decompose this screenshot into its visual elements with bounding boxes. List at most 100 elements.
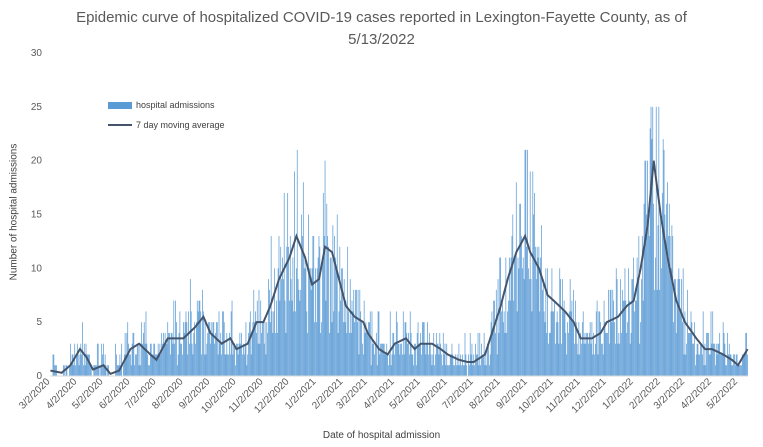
admission-bar bbox=[742, 354, 744, 376]
admission-bar bbox=[728, 354, 729, 376]
admission-bar bbox=[654, 289, 655, 376]
admission-bar bbox=[688, 332, 690, 376]
admission-bar bbox=[456, 354, 458, 376]
admission-bar bbox=[172, 343, 174, 376]
admission-bar bbox=[157, 343, 159, 376]
admission-bar bbox=[298, 289, 300, 376]
admission-bar bbox=[389, 354, 390, 376]
admission-bar bbox=[260, 300, 262, 376]
admission-bar bbox=[565, 332, 567, 376]
admission-bar bbox=[726, 365, 728, 376]
legend-label-average: 7 day moving average bbox=[136, 120, 225, 130]
admission-bar bbox=[143, 332, 144, 376]
admission-bar bbox=[734, 354, 735, 376]
admission-bar bbox=[133, 332, 135, 376]
admission-bar bbox=[309, 268, 311, 376]
admission-bar bbox=[725, 365, 727, 376]
admission-bar bbox=[94, 365, 96, 376]
admission-bar bbox=[648, 236, 650, 376]
admission-bar bbox=[624, 268, 626, 376]
admission-bar bbox=[391, 354, 393, 376]
admission-bar bbox=[447, 365, 448, 376]
y-tick-label: 5 bbox=[36, 317, 42, 328]
admission-bar bbox=[423, 322, 425, 376]
admission-bar bbox=[334, 236, 335, 376]
admission-bar bbox=[115, 343, 116, 376]
admission-bar bbox=[217, 354, 219, 376]
admission-bar bbox=[523, 279, 525, 376]
admission-bar bbox=[100, 365, 102, 376]
admission-bar bbox=[233, 343, 235, 376]
admission-bar bbox=[191, 343, 193, 376]
admission-bar bbox=[259, 343, 261, 376]
admission-bar bbox=[335, 257, 336, 376]
admission-bar bbox=[93, 365, 95, 376]
admission-bar bbox=[389, 311, 391, 376]
admission-bar bbox=[392, 332, 394, 376]
admission-bar bbox=[120, 365, 122, 376]
admission-bar bbox=[295, 268, 297, 376]
admission-bar bbox=[525, 149, 527, 376]
admission-bar bbox=[148, 365, 149, 376]
admission-bar bbox=[79, 354, 81, 376]
admission-bar bbox=[544, 322, 546, 376]
admission-bar bbox=[561, 279, 563, 376]
admission-bar bbox=[246, 365, 248, 376]
admission-bar bbox=[715, 343, 717, 376]
admission-bar bbox=[495, 332, 496, 376]
admission-bar bbox=[349, 279, 351, 376]
admission-bar bbox=[171, 332, 173, 376]
admission-bar bbox=[577, 354, 579, 376]
admission-bar bbox=[413, 365, 415, 376]
admission-bar bbox=[294, 171, 295, 376]
admission-bar bbox=[196, 300, 198, 376]
admission-bar bbox=[635, 300, 637, 376]
admission-bar bbox=[213, 322, 215, 376]
admission-bar bbox=[685, 354, 687, 376]
admission-bar bbox=[485, 354, 487, 376]
admission-bar bbox=[216, 322, 217, 376]
admission-bar bbox=[504, 332, 506, 376]
admission-bar bbox=[668, 203, 670, 376]
admission-bar bbox=[189, 343, 190, 376]
admission-bar bbox=[556, 311, 558, 376]
admission-bar bbox=[170, 332, 172, 376]
admission-bar bbox=[478, 365, 480, 376]
admission-bar bbox=[442, 332, 444, 376]
admission-bar bbox=[288, 246, 289, 376]
admission-bar bbox=[325, 300, 327, 376]
admission-bar bbox=[379, 354, 381, 376]
admission-bar bbox=[380, 343, 382, 376]
admission-bar bbox=[90, 365, 92, 376]
admission-bar bbox=[256, 300, 258, 376]
admission-bar bbox=[668, 236, 669, 376]
admission-bar bbox=[85, 343, 87, 376]
admission-bar bbox=[163, 332, 164, 376]
admission-bar bbox=[166, 343, 168, 376]
admission-bar bbox=[236, 343, 237, 376]
chart-title-line-2: 5/13/2022 bbox=[348, 31, 415, 48]
admission-bar bbox=[432, 354, 434, 376]
admission-bar bbox=[608, 343, 610, 376]
admission-bar bbox=[554, 300, 555, 376]
admission-bar bbox=[440, 343, 442, 376]
admission-bar bbox=[272, 332, 274, 376]
admission-bar bbox=[361, 322, 362, 376]
admission-bar bbox=[529, 171, 531, 376]
admission-bar bbox=[557, 322, 559, 376]
admission-bar bbox=[581, 322, 583, 376]
admission-bar bbox=[282, 279, 284, 376]
admission-bar bbox=[436, 343, 438, 376]
admission-bar bbox=[490, 322, 492, 376]
admission-bar bbox=[138, 365, 140, 376]
admission-bar bbox=[128, 343, 129, 376]
admission-bar bbox=[249, 311, 251, 376]
admission-bar bbox=[365, 322, 367, 376]
admission-bar bbox=[553, 311, 555, 376]
admission-bar bbox=[617, 343, 619, 376]
admission-bar bbox=[721, 354, 723, 376]
admission-bar bbox=[686, 343, 688, 376]
admission-bar bbox=[496, 354, 498, 376]
admission-bar bbox=[683, 354, 685, 376]
